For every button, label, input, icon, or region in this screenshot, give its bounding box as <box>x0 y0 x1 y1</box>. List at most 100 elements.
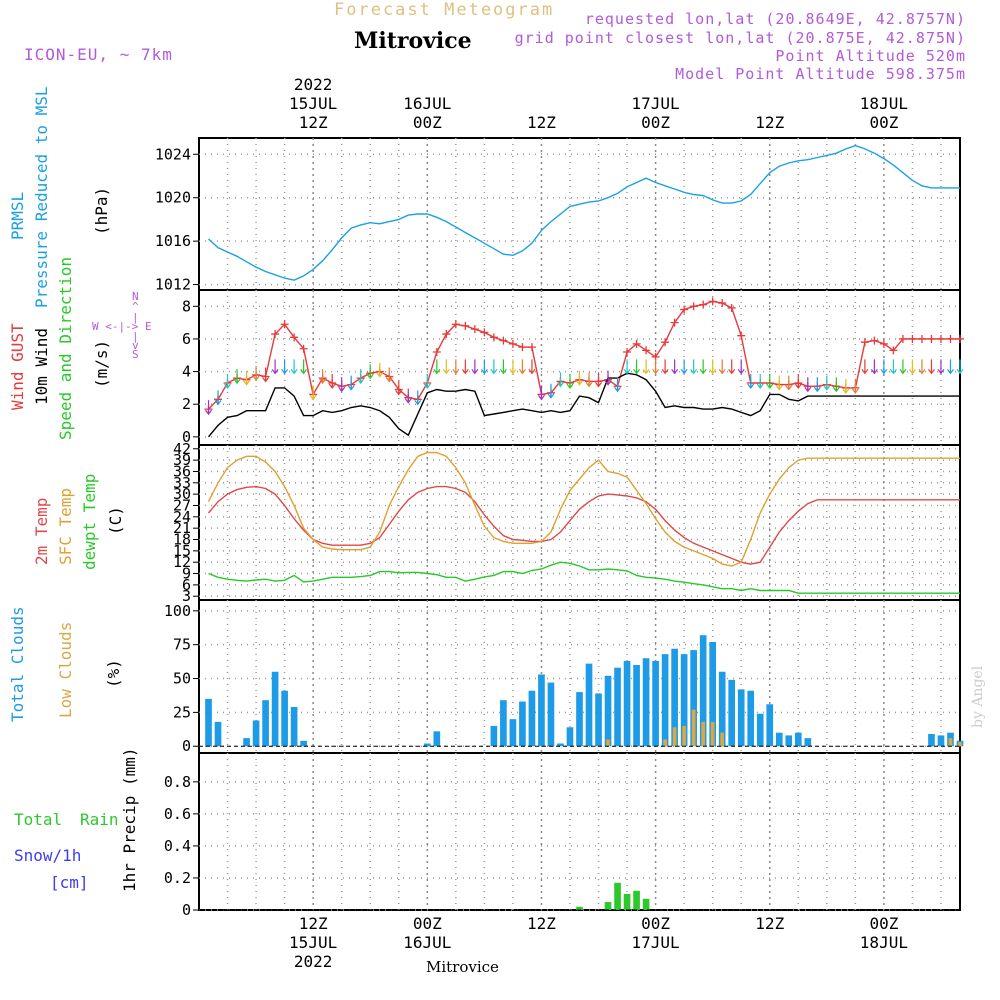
bar-total-clouds <box>937 735 945 747</box>
gust-marker <box>936 334 945 343</box>
bar-total-clouds <box>490 725 498 747</box>
wind-direction-arrow <box>642 359 650 375</box>
y-tick-label: 42 <box>173 440 191 458</box>
gust-marker <box>623 348 632 356</box>
bar-total-clouds <box>509 719 517 747</box>
compass-s: S <box>132 348 139 361</box>
time-tick-label: 12Z <box>755 914 785 933</box>
y-tick-label: 6 <box>182 576 191 594</box>
wind-direction-arrow <box>347 375 355 391</box>
wind-direction-arrow <box>518 359 526 375</box>
wind-direction-arrow <box>709 359 717 375</box>
bar-total-clouds <box>528 690 536 747</box>
wind-direction-arrow <box>547 383 555 399</box>
compass-down-arrow: v <box>132 339 139 352</box>
time-tick-label: 18JUL <box>859 933 908 952</box>
gust-marker <box>917 334 926 343</box>
y-tick-label: 0.6 <box>164 805 191 823</box>
bar-total-clouds <box>699 635 707 747</box>
wind-direction-arrow <box>395 380 403 396</box>
wind-direction-arrow <box>737 359 745 375</box>
gust-marker <box>813 382 822 391</box>
y-tick-label: 30 <box>173 485 191 503</box>
gust-marker <box>252 370 261 379</box>
y-tick-label: 0.4 <box>164 837 191 855</box>
bar-total-clouds <box>690 650 697 747</box>
bar-total-clouds <box>433 731 441 747</box>
y-tick-label: 1020 <box>155 189 191 207</box>
gust-marker <box>480 328 489 337</box>
wind-direction-arrow <box>252 365 260 381</box>
wind-direction-arrow <box>680 359 688 375</box>
wind-direction-arrow <box>842 378 850 394</box>
wind-direction-arrow <box>851 378 859 394</box>
wind-direction-arrow <box>804 377 812 393</box>
series-line-sfc-temp <box>207 451 960 567</box>
wind-direction-arrow <box>319 369 327 385</box>
bar-low-clouds <box>948 738 953 747</box>
y-tick-label: 33 <box>173 474 191 492</box>
time-tick-label: 00Z <box>412 914 442 933</box>
wind-direction-arrow <box>300 359 308 375</box>
gust-marker <box>413 395 422 404</box>
bar-total-clouds <box>576 692 583 747</box>
wind-direction-arrow <box>690 359 698 375</box>
wind-speed-dir-label: Speed and Direction <box>56 256 75 440</box>
bar-low-clouds <box>710 721 715 747</box>
bar-low-clouds <box>663 739 667 747</box>
gust-marker <box>661 338 670 347</box>
gust-marker <box>366 369 375 378</box>
gust-marker <box>356 374 365 383</box>
y-tick-label: 100 <box>164 602 191 620</box>
wind-direction-arrow <box>281 359 289 375</box>
gust-marker <box>860 338 869 347</box>
gust-marker <box>708 297 717 306</box>
series-line-10m-wind <box>207 372 960 438</box>
wind-direction-arrow <box>480 359 488 375</box>
bar-total-rain <box>614 882 621 910</box>
wind-direction-arrow <box>338 377 346 393</box>
wind-direction-arrow <box>414 390 422 406</box>
compass-legend: N ^ | W <-|-> E | v S <box>92 290 162 361</box>
bar-total-clouds <box>557 743 564 747</box>
wind-direction-arrow <box>433 359 441 375</box>
gust-marker <box>299 344 308 353</box>
gust-marker <box>775 380 784 389</box>
wind-direction-arrow <box>243 370 251 386</box>
wind-gust-label: Wind GUST <box>8 323 27 410</box>
gust-marker <box>242 375 251 384</box>
wind-direction-arrow <box>947 359 954 375</box>
time-tick-label: 15JUL <box>289 94 338 113</box>
bar-total-clouds <box>680 654 688 747</box>
wind-direction-arrow <box>328 374 336 389</box>
wind-direction-arrow <box>461 359 469 375</box>
temp-2m-label: 2m Temp <box>32 497 51 565</box>
wind-direction-arrow <box>442 359 450 375</box>
y-tick-label: 0 <box>182 737 191 755</box>
wind-direction-arrow <box>576 370 583 386</box>
precip-label: 1hr Precip (mm) <box>120 747 139 893</box>
wind-direction-arrow <box>233 369 241 385</box>
wind-direction-arrow <box>585 372 593 388</box>
y-tick-label: 1016 <box>155 232 191 250</box>
gust-marker <box>680 305 689 314</box>
gust-marker <box>613 382 622 391</box>
gust-marker <box>261 372 270 381</box>
time-tick-label: 00Z <box>641 113 671 132</box>
wind-direction-arrow <box>927 359 935 375</box>
gust-marker <box>889 346 898 355</box>
time-tick-label: 00Z <box>641 914 671 933</box>
y-tick-label: 75 <box>173 636 191 654</box>
gust-marker <box>594 377 603 386</box>
y-tick-label: 27 <box>173 496 191 514</box>
gust-marker <box>803 382 812 391</box>
gust-marker <box>822 380 831 389</box>
gust-marker <box>546 388 555 397</box>
wind-direction-arrow <box>614 377 622 393</box>
compass-lower-bar: | <box>132 330 139 343</box>
bar-total-clouds <box>661 654 669 747</box>
bar-low-clouds <box>606 739 610 747</box>
time-tick-label: 17JUL <box>631 94 680 113</box>
gust-marker <box>518 343 527 352</box>
gust-marker <box>575 375 584 384</box>
